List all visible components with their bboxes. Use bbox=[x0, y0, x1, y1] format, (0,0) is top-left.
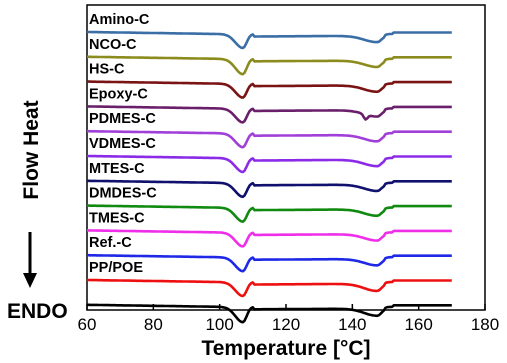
x-tick-label: 80 bbox=[144, 315, 163, 334]
x-tick-label: 100 bbox=[205, 315, 233, 334]
x-tick-label: 140 bbox=[338, 315, 366, 334]
series-label: PDMES-C bbox=[89, 111, 156, 127]
series-line bbox=[87, 32, 452, 48]
x-axis-title: Temperature [°C] bbox=[201, 337, 370, 360]
x-tick-label: 120 bbox=[272, 315, 300, 334]
series-line bbox=[87, 280, 452, 296]
series-labels: Amino-C NCO-C HS-C Epoxy-C PDMES-C VDMES-C MTE… bbox=[89, 12, 157, 276]
series-label: TMES-C bbox=[89, 210, 145, 226]
series-label: Amino-C bbox=[89, 12, 150, 28]
series-label: HS-C bbox=[89, 62, 125, 78]
series-label: Epoxy-C bbox=[89, 86, 148, 102]
series-label: NCO-C bbox=[89, 37, 137, 53]
series-label: PP/POE bbox=[89, 260, 143, 276]
endo-label: ENDO bbox=[7, 300, 68, 323]
x-tick-label: 60 bbox=[78, 315, 97, 334]
series-group bbox=[87, 32, 452, 322]
series-label: VDMES-C bbox=[89, 136, 156, 152]
series-label: DMDES-C bbox=[89, 186, 157, 202]
series-label: Ref.-C bbox=[89, 235, 132, 251]
x-tick-label: 160 bbox=[404, 315, 432, 334]
series-label: MTES-C bbox=[89, 161, 145, 177]
y-axis-title: Flow Heat bbox=[20, 100, 43, 199]
series-line bbox=[87, 57, 452, 74]
series-line bbox=[87, 230, 452, 246]
x-tick-label: 180 bbox=[471, 315, 499, 334]
endo-arrow-head bbox=[23, 273, 37, 288]
series-line bbox=[87, 305, 452, 322]
